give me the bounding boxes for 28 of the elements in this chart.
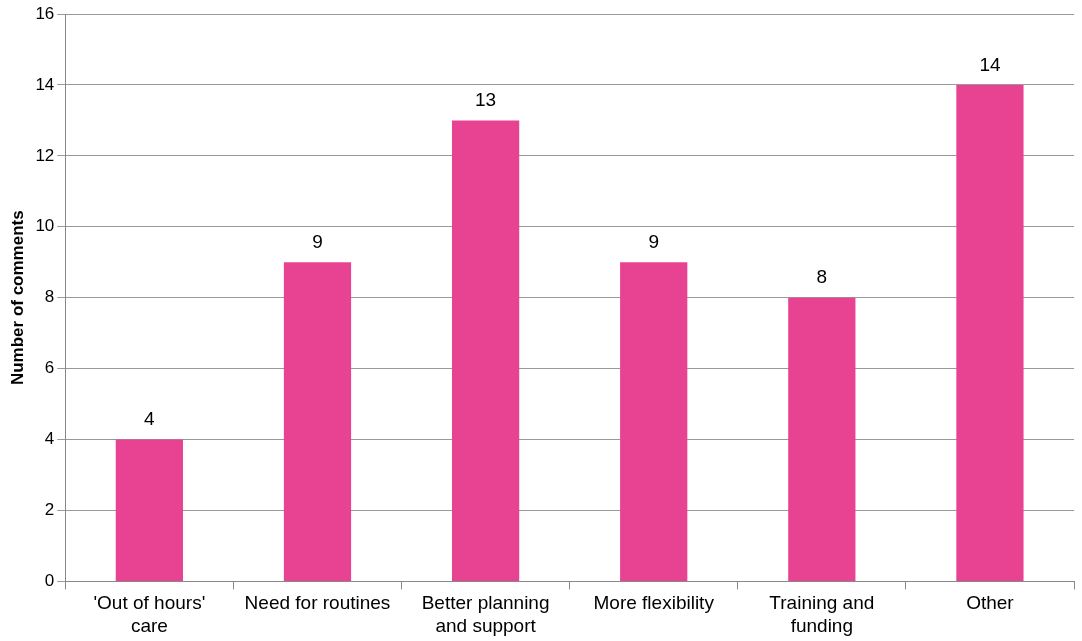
y-tick-label: 8 [44, 287, 55, 307]
data-label: 4 [144, 408, 156, 430]
bar [788, 297, 856, 581]
bar [956, 84, 1024, 581]
x-tick-label: Need for routines [244, 592, 391, 614]
y-tick-label: 0 [44, 571, 55, 591]
bar [451, 120, 520, 581]
data-label: 8 [816, 266, 828, 288]
x-tick-label: Other [966, 592, 1015, 614]
bar [283, 262, 352, 581]
x-tick-label: Better planning and support [421, 592, 550, 636]
y-tick-label: 14 [35, 74, 55, 94]
data-label: 9 [312, 230, 323, 252]
y-tick-label: 12 [35, 145, 55, 165]
x-tick-label: More flexibility [593, 592, 715, 614]
y-tick-label: 2 [44, 500, 55, 520]
data-label: 13 [475, 89, 497, 111]
y-tick-label: 6 [44, 358, 55, 378]
x-tick-label: Training and funding [769, 592, 875, 636]
y-tick-label: 16 [35, 3, 55, 23]
bar [620, 262, 688, 581]
data-label: 14 [979, 53, 1001, 75]
x-tick-label: 'Out of hours' care [93, 592, 206, 636]
y-tick-label: 4 [44, 429, 55, 449]
y-axis-title: Number of comments [7, 210, 27, 386]
data-label: 9 [648, 230, 659, 252]
y-tick-label: 10 [35, 216, 55, 236]
bar [115, 439, 183, 581]
